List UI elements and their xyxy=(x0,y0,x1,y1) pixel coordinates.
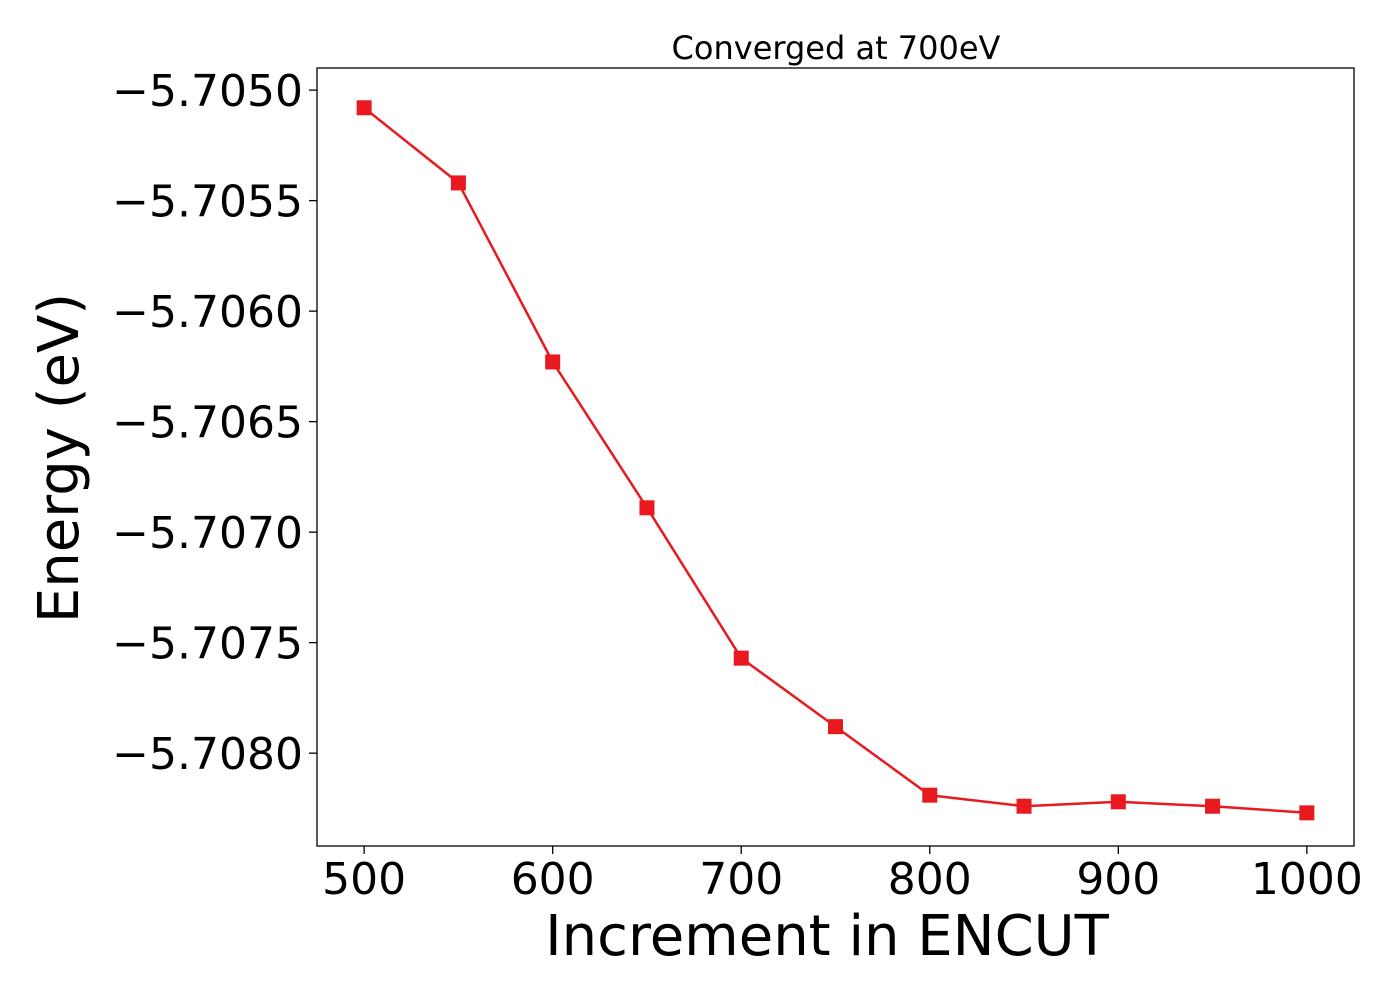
x-tick-label: 1000 xyxy=(1251,854,1363,905)
data-point-marker xyxy=(1110,794,1126,810)
x-tick-label: 500 xyxy=(322,854,406,905)
chart-title: Converged at 700eV xyxy=(672,29,1001,67)
data-point-marker xyxy=(356,100,372,116)
data-point-marker xyxy=(828,719,843,735)
y-axis-title: Energy (eV) xyxy=(27,293,92,623)
data-point-marker xyxy=(1299,805,1315,821)
y-axis: −5.7050 −5.7055 −5.7060 −5.7065 −5.7070 −5.70… xyxy=(112,66,317,780)
x-axis-title: Increment in ENCUT xyxy=(545,904,1110,969)
x-tick-label: 900 xyxy=(1076,854,1160,905)
y-tick-label: −5.7060 xyxy=(112,287,303,338)
y-tick-label: −5.7070 xyxy=(112,508,303,559)
y-tick-label: −5.7080 xyxy=(112,729,303,780)
y-tick-label: −5.7065 xyxy=(112,398,303,449)
plot-frame xyxy=(316,67,1355,847)
x-axis: 500 600 700 800 900 1000 xyxy=(322,846,1363,905)
y-tick-label: −5.7050 xyxy=(112,66,303,117)
x-tick-label: 800 xyxy=(888,854,972,905)
series-line xyxy=(363,106,1307,815)
data-point-marker xyxy=(545,354,561,370)
data-point-marker xyxy=(639,500,655,516)
y-tick-label: −5.7055 xyxy=(112,177,303,228)
y-tick-label: −5.7075 xyxy=(112,619,303,670)
data-point-marker xyxy=(1205,798,1221,814)
data-point-marker xyxy=(450,175,466,191)
data-point-marker xyxy=(733,650,749,666)
data-point-marker xyxy=(1016,798,1032,814)
x-tick-label: 700 xyxy=(699,854,783,905)
x-tick-label: 600 xyxy=(511,854,595,905)
plot-area xyxy=(356,100,1315,821)
data-point-marker xyxy=(922,787,938,803)
